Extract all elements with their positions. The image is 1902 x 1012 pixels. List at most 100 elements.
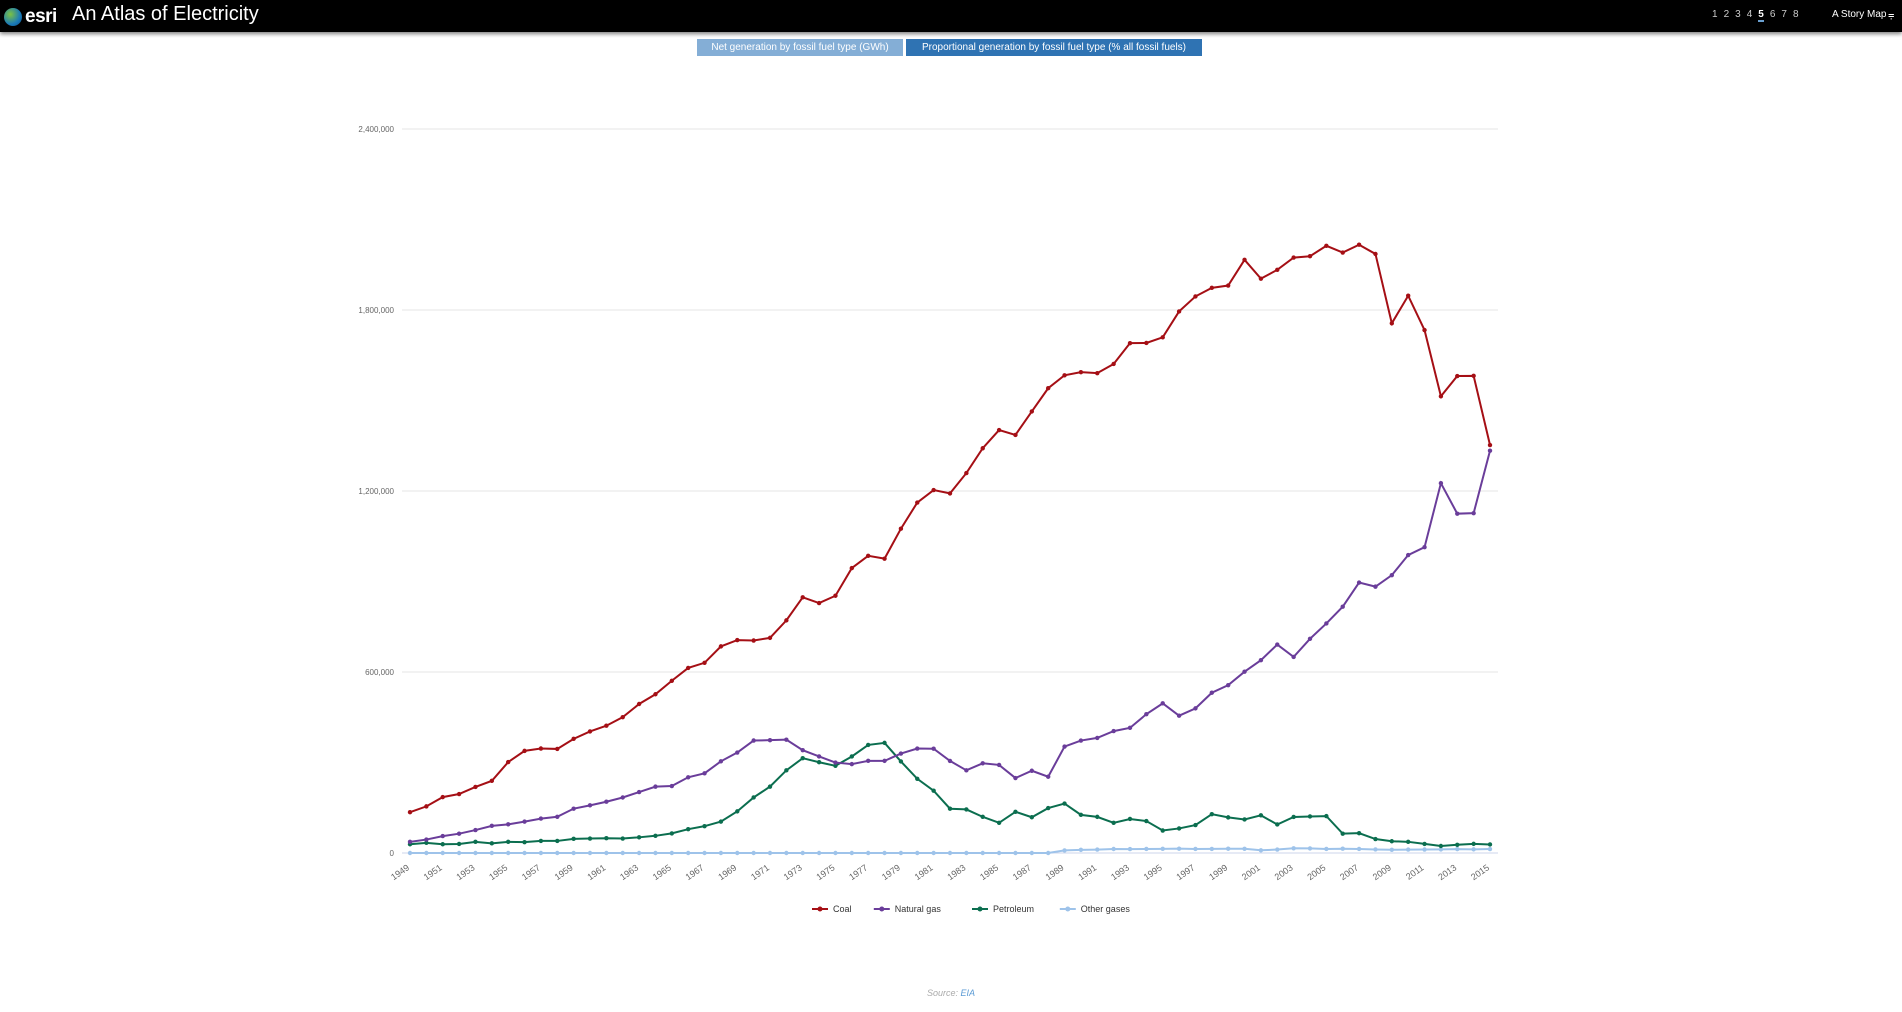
legend-item-label[interactable]: Petroleum [993,904,1034,914]
data-point [538,746,544,751]
data-point [833,760,838,765]
data-point [964,768,969,773]
data-point [456,850,462,856]
data-point [1160,335,1165,340]
data-point [931,850,936,856]
data-point [669,783,675,789]
story-map-link[interactable]: A Story Map [1832,9,1887,20]
x-tick-label: 1983 [945,862,967,882]
data-point [1095,735,1100,741]
data-point [1455,511,1460,516]
y-tick-label: 2,400,000 [358,125,394,134]
data-point [931,788,936,793]
share-icon[interactable]: ⩦ [1888,8,1895,21]
data-point [784,737,789,742]
data-point [685,775,691,780]
data-point [505,850,511,856]
data-point [571,736,576,742]
page-link-2[interactable]: 2 [1723,9,1730,20]
data-point [996,820,1002,825]
data-point [865,553,871,558]
x-tick-label: 1981 [913,862,935,882]
data-point [800,747,805,753]
data-point [1275,847,1280,852]
data-point [898,526,904,531]
data-point [538,838,544,844]
data-point [620,795,625,800]
page-link-6[interactable]: 6 [1769,9,1776,20]
source-note: Source: EIA [0,988,1902,998]
series-line-coal [409,243,1491,814]
page-link-7[interactable]: 7 [1781,9,1787,20]
data-point [816,850,822,856]
data-point [1095,847,1100,852]
data-point [947,491,953,496]
data-point [1275,267,1280,273]
data-point [1307,254,1313,259]
brand-name: esri [25,6,57,27]
tab-proportional-generation[interactable]: Proportional generation by fossil fuel t… [906,39,1202,56]
data-point [751,795,756,800]
data-point [1438,847,1444,852]
data-point [505,759,511,765]
page-link-1[interactable]: 1 [1712,9,1718,20]
x-tick-label: 1991 [1076,862,1098,882]
x-tick-label: 1953 [454,862,476,882]
data-point [653,850,658,856]
data-point [669,850,675,856]
data-point [1389,321,1395,326]
source-link[interactable]: EIA [960,988,976,998]
data-point [1127,725,1133,731]
data-point [735,750,740,755]
data-point [1111,820,1116,825]
data-point [1373,847,1378,852]
data-point [735,809,740,814]
data-point [898,850,904,856]
data-point [882,740,887,746]
data-point [1160,828,1165,833]
legend-item-label[interactable]: Coal [833,904,852,914]
data-point [424,850,429,856]
page-link-4[interactable]: 4 [1746,9,1753,20]
data-point [898,751,904,756]
data-point [587,836,593,841]
x-tick-label: 1977 [847,862,869,882]
data-point [1144,340,1149,346]
data-point [587,803,593,808]
data-point [538,816,544,821]
esri-logo[interactable]: esri [4,6,57,28]
data-point [653,784,658,789]
data-point [440,850,445,856]
page-link-8[interactable]: 8 [1792,9,1799,20]
page-link-5[interactable]: 5 [1758,9,1764,22]
tab-net-generation[interactable]: Net generation by fossil fuel type (GWh) [697,39,903,56]
data-point [1307,846,1313,851]
legend-item-label[interactable]: Other gases [1081,904,1131,914]
data-point [1209,811,1215,817]
y-tick-label: 0 [390,849,395,858]
data-point [996,427,1002,433]
data-point [1062,744,1067,749]
data-point [473,784,478,790]
data-point [1095,370,1100,376]
data-point [1258,657,1264,663]
data-point [636,701,642,707]
data-point [1307,814,1313,819]
legend-marker [1065,906,1071,912]
data-point [751,850,756,856]
x-tick-label: 1961 [585,862,607,882]
data-point [833,763,838,768]
series-line-petroleum [409,741,1491,848]
page-link-3[interactable]: 3 [1735,9,1741,20]
x-tick-label: 1957 [520,862,542,882]
app-title: An Atlas of Electricity [72,3,259,25]
data-point [882,556,887,561]
globe-icon [4,8,22,26]
data-point [424,837,429,842]
data-point [587,729,593,734]
data-point [800,595,805,600]
data-point [702,660,707,666]
legend-item-label[interactable]: Natural gas [895,904,942,914]
data-point [702,850,707,856]
data-point [915,746,920,751]
